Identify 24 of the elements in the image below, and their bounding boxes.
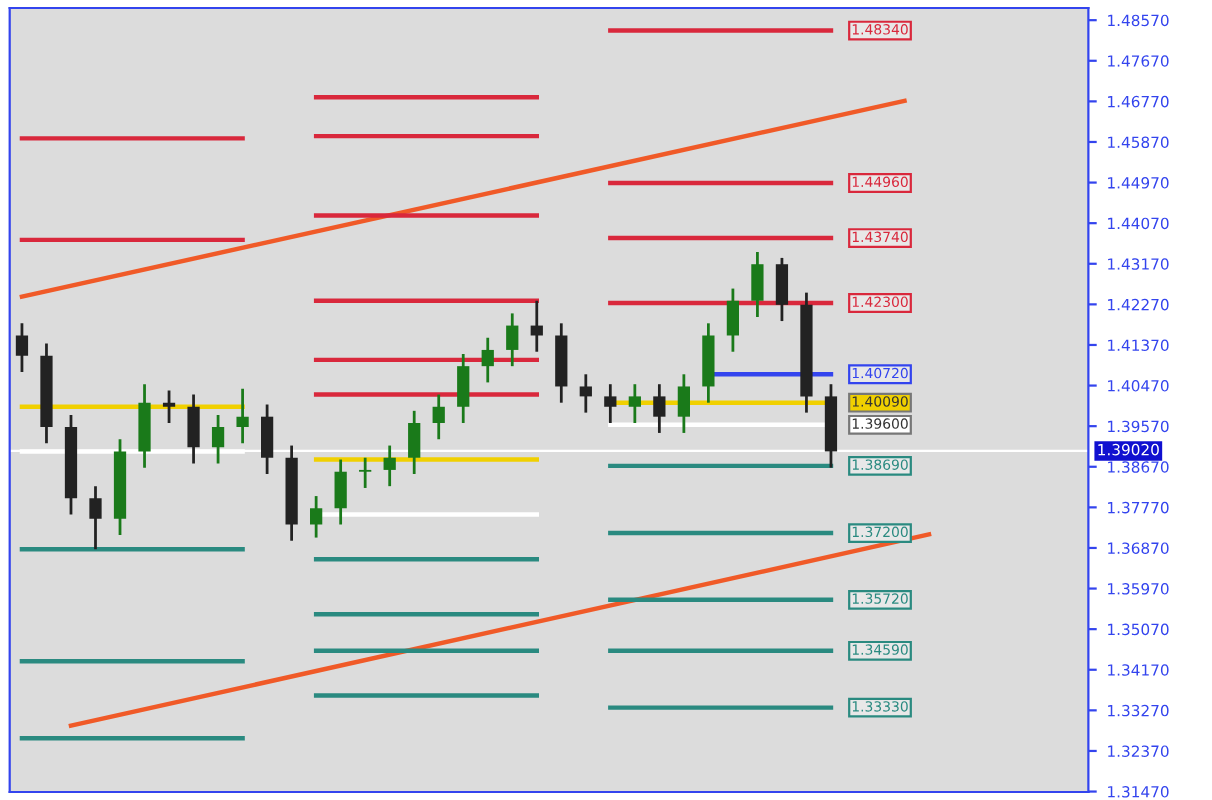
candlestick [211,413,225,465]
candlestick [751,250,764,319]
candlestick [334,458,347,526]
candlestick [260,403,274,476]
candlestick [628,382,641,425]
candlestick [89,484,102,551]
candlestick [432,393,445,441]
candlestick [775,256,789,323]
candlestick [15,321,29,374]
candlestick [726,287,740,354]
candlestick [359,456,372,490]
candlestick [481,336,494,384]
candlestick [310,494,323,539]
candlestick [408,409,421,476]
candlestick [383,444,396,488]
candlestick [579,372,592,415]
candlestick [506,312,519,368]
candlestick [604,382,617,425]
candlestick [457,352,470,425]
candlestick [236,387,249,445]
candlestick [677,372,690,435]
candlestick [187,393,200,465]
candlestick [653,382,666,435]
candlestick [162,389,176,425]
